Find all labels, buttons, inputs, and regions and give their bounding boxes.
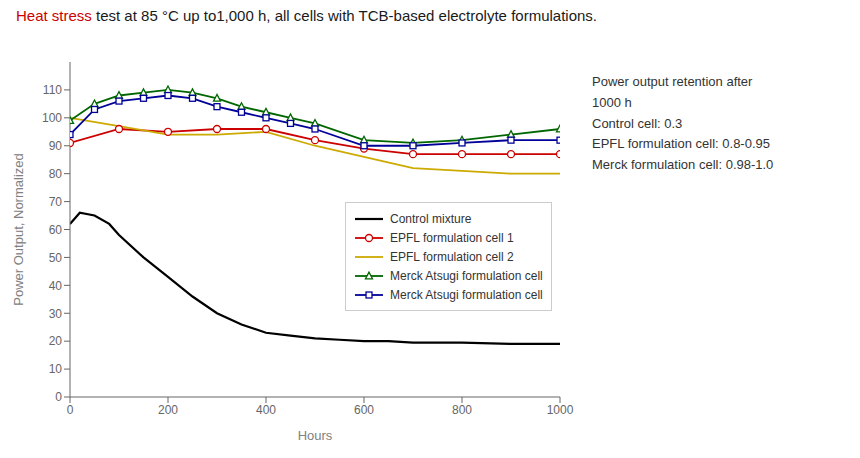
- html-text:Control cell: 0.3: Control cell: 0.3: [592, 115, 683, 131]
- svg-text:0: 0: [67, 403, 74, 417]
- svg-text:110: 110: [43, 83, 62, 97]
- html-text:1000 h: 1000 h: [592, 94, 632, 110]
- html-text:EPFL formulation cell 1: EPFL formulation cell 1: [390, 230, 514, 245]
- svg-text:10: 10: [49, 362, 63, 376]
- svg-text:400: 400: [256, 403, 276, 417]
- svg-text:30: 30: [49, 307, 63, 321]
- html-text:Merck Atsugi formulation cell: Merck Atsugi formulation cell: [390, 287, 543, 302]
- html-text:Heat stress test at 85 °C up t: Heat stress test at 85 °C up to1,000 h, …: [16, 7, 597, 24]
- svg-text:200: 200: [158, 403, 178, 417]
- svg-text:100: 100: [42, 111, 62, 125]
- svg-text:Hours: Hours: [298, 428, 333, 443]
- html-text:Control mixture: Control mixture: [390, 211, 472, 226]
- html-text:EPFL formulation cell 2: EPFL formulation cell 2: [390, 249, 514, 264]
- svg-text:0: 0: [55, 390, 62, 404]
- svg-text:80: 80: [49, 167, 63, 181]
- svg-text:20: 20: [49, 334, 63, 348]
- svg-text:800: 800: [452, 403, 472, 417]
- svg-text:1000: 1000: [547, 403, 574, 417]
- svg-text:600: 600: [354, 403, 374, 417]
- html-text:Power output retention after: Power output retention after: [592, 74, 753, 89]
- svg-text:50: 50: [49, 251, 63, 265]
- svg-text:40: 40: [49, 279, 63, 293]
- svg-text:Power Output, Normalized: Power Output, Normalized: [11, 153, 26, 305]
- html-text:Merck Atsugi formulation cell: Merck Atsugi formulation cell: [390, 268, 543, 283]
- svg-text:90: 90: [49, 139, 63, 153]
- html-text:Merck formulation cell: 0.98-1: Merck formulation cell: 0.98-1.0: [592, 157, 774, 173]
- svg-text:60: 60: [49, 223, 63, 237]
- svg-text:70: 70: [49, 195, 63, 209]
- html-text:EPFL formulation cell: 0.8-0.9: EPFL formulation cell: 0.8-0.95: [592, 136, 770, 152]
